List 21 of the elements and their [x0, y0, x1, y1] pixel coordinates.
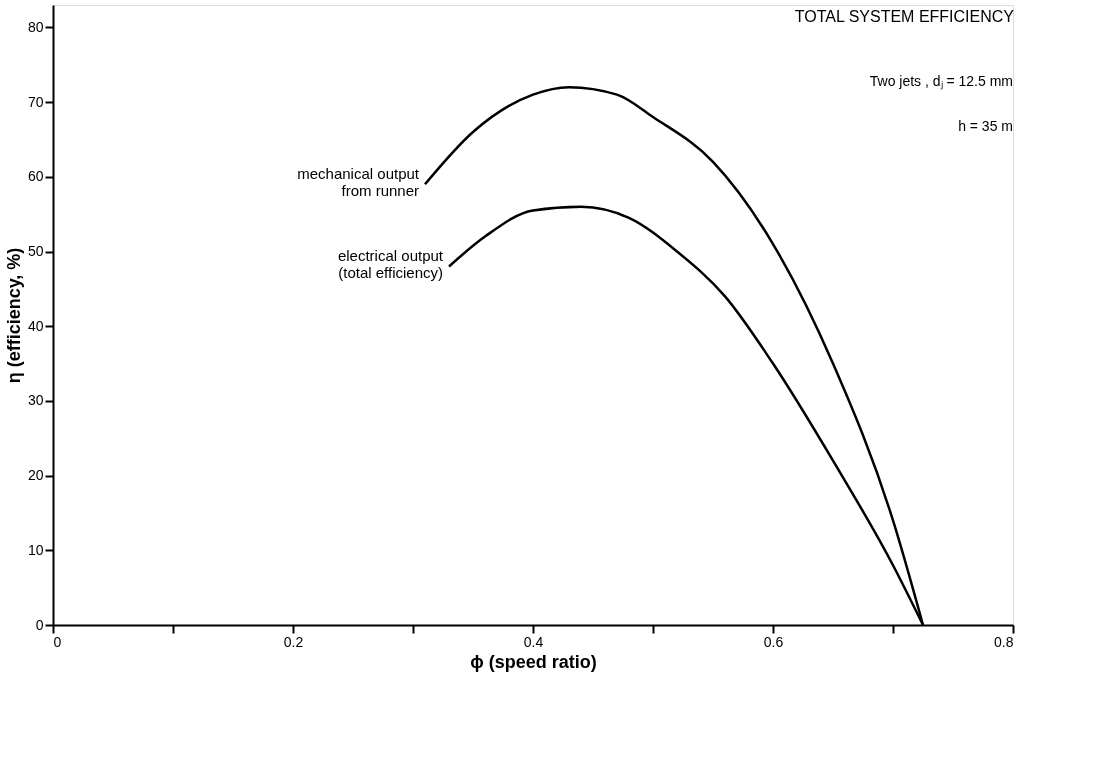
y-tick-label: 20: [27, 467, 44, 484]
x-tick-label: 0.8: [994, 633, 1014, 650]
y-tick-label: 30: [27, 392, 44, 409]
x-tick-label: 0.4: [523, 633, 544, 650]
annotation: h = 35 m: [958, 118, 1013, 134]
x-axis-title: ϕ (speed ratio): [470, 651, 597, 672]
y-tick-label: 70: [27, 93, 44, 110]
series-label: mechanical output from runner: [297, 165, 420, 200]
x-tick-label: 0: [53, 633, 62, 650]
y-axis-title: η (efficiency, %): [3, 247, 24, 384]
series-label: electrical output (total efficiency): [337, 247, 444, 282]
x-tick-label: 0.2: [283, 633, 304, 650]
annotation: Two jets , dⱼ = 12.5 mm: [869, 73, 1013, 90]
y-tick-label: 40: [27, 317, 44, 334]
chart-title: TOTAL SYSTEM EFFICIENCY: [794, 8, 1015, 25]
y-tick-label: 80: [27, 18, 44, 35]
y-tick-label: 10: [27, 541, 44, 558]
x-tick-label: 0.6: [763, 633, 784, 650]
y-tick-label: 50: [27, 243, 44, 260]
y-tick-label: 0: [35, 616, 44, 633]
y-tick-label: 60: [27, 168, 44, 185]
